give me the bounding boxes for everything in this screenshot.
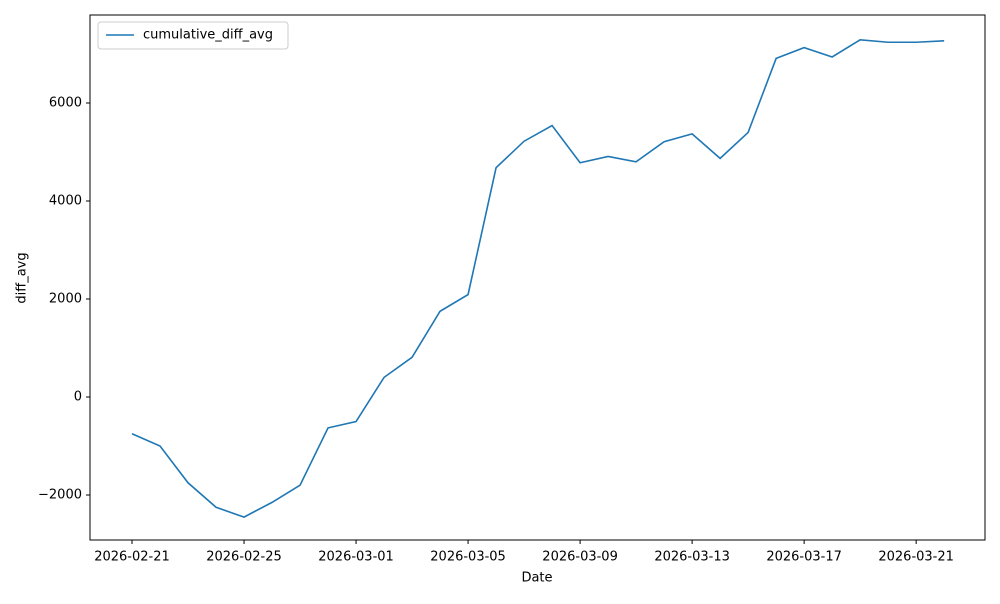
x-axis-label: Date bbox=[521, 571, 552, 586]
y-tick-label: −2000 bbox=[38, 488, 82, 503]
data-line bbox=[131, 38, 945, 518]
y-tick-label: 0 bbox=[74, 390, 82, 405]
y-tick-label: 6000 bbox=[49, 96, 82, 111]
plot-frame bbox=[89, 14, 986, 541]
y-tick-label: 4000 bbox=[49, 194, 82, 209]
x-tick-label: 2026-03-09 bbox=[542, 550, 618, 565]
x-tick-label: 2026-03-05 bbox=[430, 550, 506, 565]
x-tick-label: 2026-03-17 bbox=[766, 550, 842, 565]
legend-label: cumulative_diff_avg bbox=[143, 28, 273, 43]
x-tick-label: 2026-02-21 bbox=[94, 550, 170, 565]
y-tick-label: 2000 bbox=[49, 292, 82, 307]
legend-box bbox=[97, 21, 289, 50]
x-tick-label: 2026-02-25 bbox=[206, 550, 282, 565]
x-tick-label: 2026-03-13 bbox=[654, 550, 730, 565]
y-axis-label: diff_avg bbox=[15, 252, 30, 303]
x-tick-label: 2026-03-21 bbox=[878, 550, 954, 565]
x-tick-label: 2026-03-01 bbox=[318, 550, 394, 565]
